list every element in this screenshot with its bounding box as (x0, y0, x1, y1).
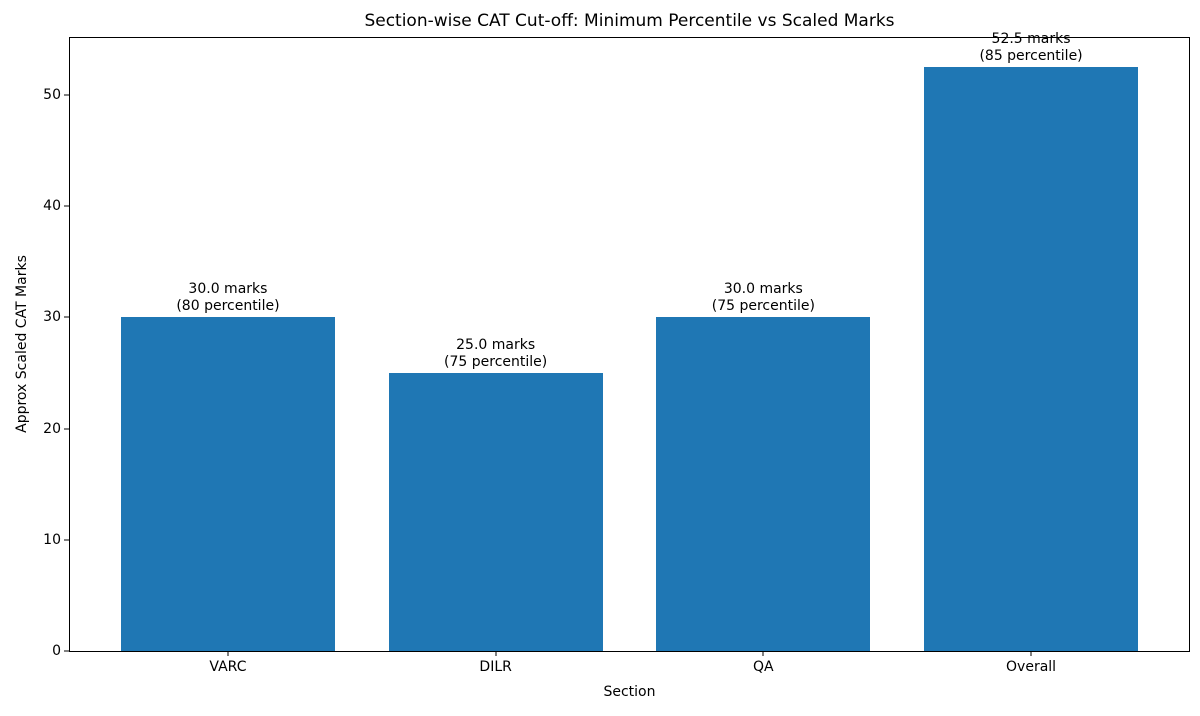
y-tick-0 (64, 650, 69, 652)
y-tick-50 (64, 94, 69, 96)
y-tick-label-20: 20 (43, 420, 61, 437)
x-tick-dilr (495, 651, 497, 656)
plot-area: 30.0 marks (80 percentile) VARC 25.0 marks… (43, 31, 1190, 675)
y-tick-label-10: 10 (43, 531, 61, 548)
chart-title: Section-wise CAT Cut-off: Minimum Percen… (364, 11, 895, 31)
x-tick-label-dilr: DILR (479, 659, 512, 675)
y-tick-10 (64, 539, 69, 541)
y-tick-label-0: 0 (52, 643, 61, 659)
bar-overall (923, 67, 1139, 651)
y-tick-label-30: 30 (43, 309, 61, 326)
x-tick-qa (762, 651, 764, 656)
bar-value-label-dilr: 25.0 marks (75 percentile) (444, 337, 548, 370)
x-tick-label-varc: VARC (209, 659, 247, 675)
bar-value-label-qa: 30.0 marks (75 percentile) (711, 281, 815, 315)
bar-dilr (388, 373, 603, 651)
y-tick-20 (64, 428, 69, 430)
x-tick-varc (227, 651, 229, 656)
y-tick-label-50: 50 (43, 86, 61, 103)
x-tick-label-overall: Overall (1006, 659, 1057, 675)
x-tick-overall (1030, 651, 1032, 656)
y-tick-label-40: 40 (43, 198, 61, 215)
x-tick-label-qa: QA (753, 659, 774, 675)
bar-qa (656, 317, 871, 651)
y-axis-label: Approx Scaled CAT Marks (14, 255, 30, 433)
bar-value-label-overall: 52.5 marks (85 percentile) (979, 31, 1083, 65)
bar-value-label-varc: 30.0 marks (80 percentile) (176, 281, 280, 315)
y-tick-40 (64, 205, 69, 207)
bar-varc (120, 317, 336, 651)
x-axis-label: Section (603, 684, 656, 700)
y-tick-30 (64, 316, 69, 318)
